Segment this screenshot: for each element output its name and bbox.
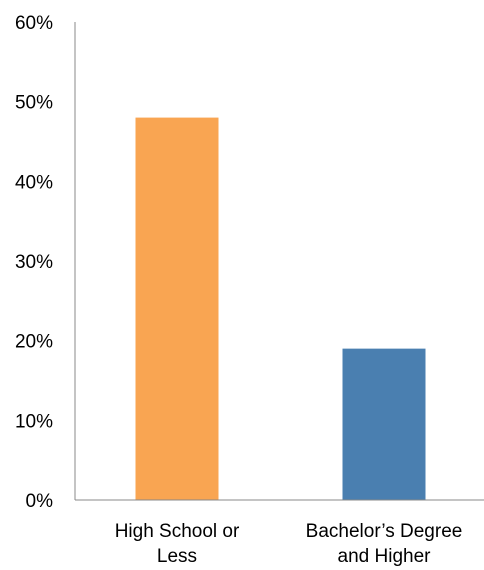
x-category-label: High School or (115, 521, 240, 542)
y-tick-label: 10% (15, 411, 53, 432)
x-category-label: Bachelor’s Degree (306, 521, 463, 542)
x-category-label: Less (157, 546, 197, 567)
y-tick-label: 50% (15, 93, 53, 114)
y-tick-label: 20% (15, 332, 53, 353)
y-tick-label: 30% (15, 252, 53, 273)
y-tick-label: 0% (26, 491, 54, 512)
y-tick-label: 60% (15, 13, 53, 34)
bar (343, 349, 426, 500)
y-tick-label: 40% (15, 172, 53, 193)
y-axis-ticks: 0% 10% 20% 30% 40% 50% 60% (15, 13, 53, 512)
x-category-label: and Higher (338, 546, 432, 567)
bar (136, 118, 219, 500)
bars (136, 118, 426, 500)
x-axis-labels: High School or Less Bachelor’s Degree and H… (115, 521, 463, 567)
